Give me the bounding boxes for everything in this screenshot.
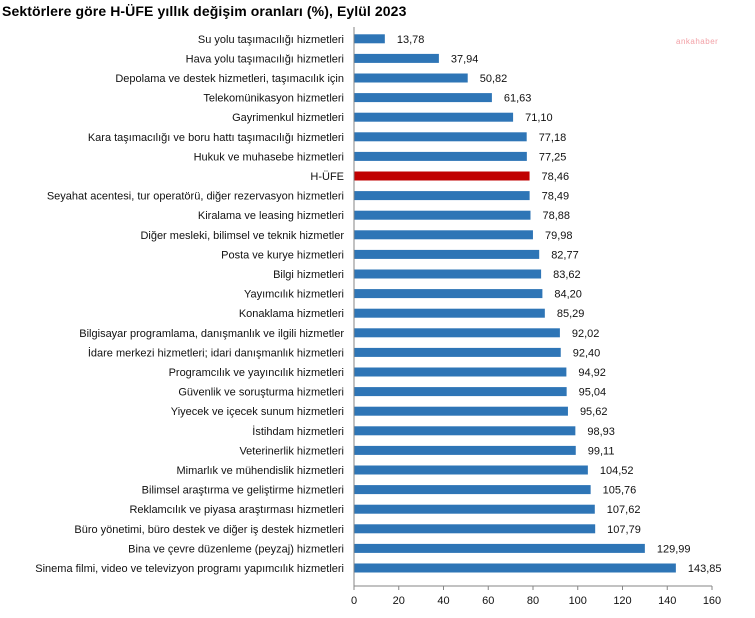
category-label: Seyahat acentesi, tur operatörü, diğer r… (47, 191, 344, 203)
category-label: Depolama ve destek hizmetleri, taşımacıl… (115, 73, 344, 85)
chart-title: Sektörlere göre H-ÜFE yıllık değişim ora… (2, 3, 407, 19)
bar (354, 289, 543, 299)
value-label: 143,85 (688, 563, 722, 575)
value-label: 77,18 (539, 132, 567, 144)
x-tick-label: 80 (527, 595, 539, 607)
value-label: 105,76 (603, 485, 637, 497)
category-label: Veterinerlik hizmetleri (239, 445, 344, 457)
bar (354, 34, 385, 44)
category-label: Bilgi hizmetleri (273, 269, 344, 281)
category-label: Su yolu taşımacılığı hizmetleri (198, 34, 344, 46)
category-label: Bina ve çevre düzenleme (peyzaj) hizmetl… (128, 543, 344, 555)
category-label: Yiyecek ve içecek sunum hizmetleri (171, 406, 344, 418)
x-tick-label: 140 (658, 595, 676, 607)
category-label: Güvenlik ve soruşturma hizmetleri (178, 387, 344, 399)
value-label: 71,10 (525, 112, 553, 124)
category-label: Kara taşımacılığı ve boru hattı taşımacı… (88, 132, 344, 144)
value-label: 13,78 (397, 34, 425, 46)
bar (354, 53, 439, 63)
value-label: 61,63 (504, 93, 532, 105)
x-tick-label: 0 (351, 595, 357, 607)
value-label: 78,49 (542, 191, 570, 203)
category-label: Hava yolu taşımacılığı hizmetleri (186, 53, 344, 65)
value-label: 79,98 (545, 230, 573, 242)
value-label: 92,40 (573, 347, 601, 359)
bar (354, 230, 533, 240)
bar (354, 465, 588, 475)
bar (354, 269, 542, 279)
bar (354, 249, 540, 259)
value-label: 92,02 (572, 328, 600, 340)
category-label: Yayımcılık hizmetleri (244, 289, 344, 301)
x-tick-label: 20 (393, 595, 405, 607)
value-label: 99,11 (588, 445, 615, 457)
category-label: İdare merkezi hizmetleri; idari danışman… (88, 346, 344, 359)
value-label: 84,20 (554, 289, 582, 301)
value-label: 50,82 (480, 73, 508, 85)
bar (354, 504, 595, 514)
value-label: 78,88 (542, 210, 570, 222)
category-label: Telekomünikasyon hizmetleri (203, 93, 344, 105)
category-label: Bilgisayar programlama, danışmanlık ve i… (79, 328, 344, 340)
category-label: Hukuk ve muhasebe hizmetleri (194, 151, 344, 163)
value-label: 94,92 (578, 367, 606, 379)
value-label: 82,77 (551, 249, 579, 261)
bar (354, 445, 576, 455)
bar (354, 426, 576, 436)
value-label: 129,99 (657, 543, 691, 555)
x-tick-label: 60 (482, 595, 494, 607)
highlight-bar (354, 171, 530, 181)
bar (354, 308, 545, 318)
bar (354, 328, 560, 338)
bar (354, 485, 591, 495)
category-label: Programcılık ve yayıncılık hizmetleri (169, 367, 344, 379)
value-label: 95,04 (579, 387, 607, 399)
category-label: H-ÜFE (310, 171, 344, 183)
x-tick-label: 40 (437, 595, 449, 607)
bar (354, 347, 561, 357)
value-label: 95,62 (580, 406, 608, 418)
bar (354, 93, 492, 103)
value-label: 78,46 (542, 171, 570, 183)
bar (354, 151, 527, 161)
value-label: 85,29 (557, 308, 585, 320)
value-label: 107,62 (607, 504, 641, 516)
category-label: Büro yönetimi, büro destek ve diğer iş d… (74, 524, 344, 536)
bar (354, 191, 530, 201)
category-label: Bilimsel araştırma ve geliştirme hizmetl… (142, 485, 344, 497)
category-label: Reklamcılık ve piyasa araştırması hizmet… (129, 504, 344, 516)
value-label: 98,93 (587, 426, 615, 438)
value-label: 83,62 (553, 269, 581, 281)
x-tick-label: 120 (613, 595, 631, 607)
category-label: Posta ve kurye hizmetleri (221, 249, 344, 261)
bar (354, 73, 468, 83)
bar (354, 543, 645, 553)
value-label: 77,25 (539, 151, 567, 163)
category-label: İstihdam hizmetleri (252, 425, 344, 438)
bar (354, 406, 568, 416)
x-tick-label: 100 (569, 595, 587, 607)
category-label: Sinema filmi, video ve televizyon progra… (35, 563, 344, 575)
category-label: Mimarlık ve mühendislik hizmetleri (177, 465, 345, 477)
bar (354, 367, 567, 377)
bar (354, 112, 514, 122)
value-label: 107,79 (607, 524, 641, 536)
bar (354, 524, 596, 534)
category-label: Diğer mesleki, bilimsel ve teknik hizmet… (140, 230, 344, 242)
bar (354, 563, 676, 573)
x-tick-label: 160 (703, 595, 721, 607)
category-label: Gayrimenkul hizmetleri (232, 112, 344, 124)
value-label: 37,94 (451, 53, 479, 65)
bar (354, 210, 531, 220)
bar (354, 132, 527, 142)
category-label: Kiralama ve leasing hizmetleri (198, 210, 344, 222)
bar (354, 387, 567, 397)
category-label: Konaklama hizmetleri (239, 308, 344, 320)
watermark-logo: ankahaber (676, 37, 719, 46)
value-label: 104,52 (600, 465, 634, 477)
